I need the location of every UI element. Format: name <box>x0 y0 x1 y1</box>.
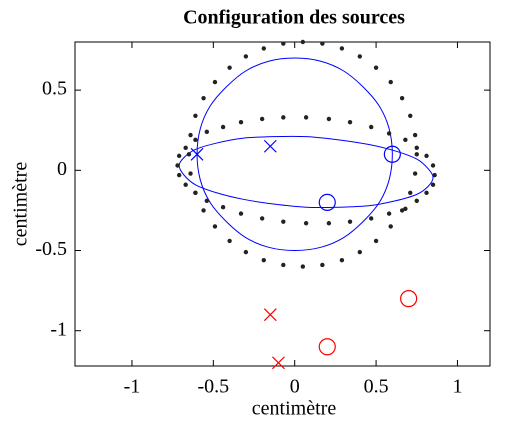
circle-marker <box>318 193 336 211</box>
dot <box>368 216 374 221</box>
dot <box>176 172 182 178</box>
circle-marker <box>318 338 336 356</box>
dot <box>281 41 286 46</box>
dot <box>259 216 265 221</box>
y-tick-label: 0 <box>57 158 67 180</box>
dot <box>193 190 198 195</box>
y-tick-label: -0.5 <box>35 238 67 260</box>
x-axis-label: centimètre <box>252 398 337 420</box>
dot <box>399 208 405 213</box>
dot <box>300 39 306 45</box>
dot <box>373 65 379 70</box>
dot <box>281 219 286 224</box>
dot <box>212 79 218 85</box>
dot <box>204 198 210 203</box>
dot <box>386 211 392 216</box>
x-tick-label: -0.5 <box>197 376 229 398</box>
dot <box>339 257 345 263</box>
dot <box>357 54 363 59</box>
dot <box>238 119 244 125</box>
circle-marker <box>400 290 418 308</box>
chart-title: Configuration des sources <box>183 7 405 29</box>
circle-marker <box>383 145 401 163</box>
dot <box>188 132 193 138</box>
dot <box>243 249 249 255</box>
dot <box>320 41 325 46</box>
dot <box>320 262 325 268</box>
dot <box>414 152 419 157</box>
dot <box>261 257 266 263</box>
dot <box>175 163 180 168</box>
dot <box>408 113 413 118</box>
dot <box>388 224 393 229</box>
dot <box>212 224 218 229</box>
dot <box>238 211 244 216</box>
dot <box>204 129 210 135</box>
dot <box>347 219 353 224</box>
dot <box>386 131 392 136</box>
dot <box>339 46 345 51</box>
y-tick-label: 0.5 <box>42 78 67 100</box>
dot <box>193 113 198 118</box>
dot <box>303 115 309 120</box>
dot <box>326 221 332 226</box>
x-marker <box>263 139 277 153</box>
x-tick-label: 0.5 <box>364 376 389 398</box>
dot <box>430 163 436 168</box>
dot <box>261 46 266 51</box>
dot <box>368 124 374 130</box>
dot <box>412 132 418 138</box>
dot <box>176 153 182 159</box>
dot <box>281 115 286 120</box>
dot <box>186 152 192 157</box>
dot <box>183 145 188 151</box>
dot <box>347 119 353 125</box>
dot <box>424 190 429 195</box>
dot <box>259 116 265 122</box>
dot <box>414 198 419 203</box>
x-tick-label: 1 <box>452 376 462 398</box>
dot <box>303 221 309 226</box>
dot <box>357 249 363 255</box>
dot <box>326 116 332 122</box>
dot <box>183 182 188 187</box>
dot <box>424 153 429 159</box>
x-marker <box>190 147 204 161</box>
dot <box>193 137 198 143</box>
dot <box>403 137 408 143</box>
dot <box>414 145 419 151</box>
x-marker <box>263 308 277 322</box>
dot <box>188 171 193 176</box>
dot <box>243 54 249 59</box>
dot <box>220 124 226 130</box>
dot <box>201 208 206 213</box>
dot <box>412 171 418 176</box>
dot <box>403 206 408 212</box>
dot <box>388 79 393 85</box>
dot <box>373 238 379 244</box>
x-marker <box>272 356 285 370</box>
x-tick-label: 0 <box>290 376 300 398</box>
dot <box>227 238 232 244</box>
dot <box>432 172 437 178</box>
x-tick-label: -1 <box>124 376 141 398</box>
y-axis-label: centimètre <box>10 162 32 247</box>
dot <box>281 262 286 268</box>
dot <box>430 182 436 187</box>
dot <box>300 264 306 269</box>
y-tick-label: -1 <box>50 318 67 340</box>
dot <box>399 95 405 101</box>
dot <box>227 65 232 70</box>
dot <box>408 190 413 195</box>
dot <box>220 205 226 210</box>
dot <box>201 95 206 101</box>
